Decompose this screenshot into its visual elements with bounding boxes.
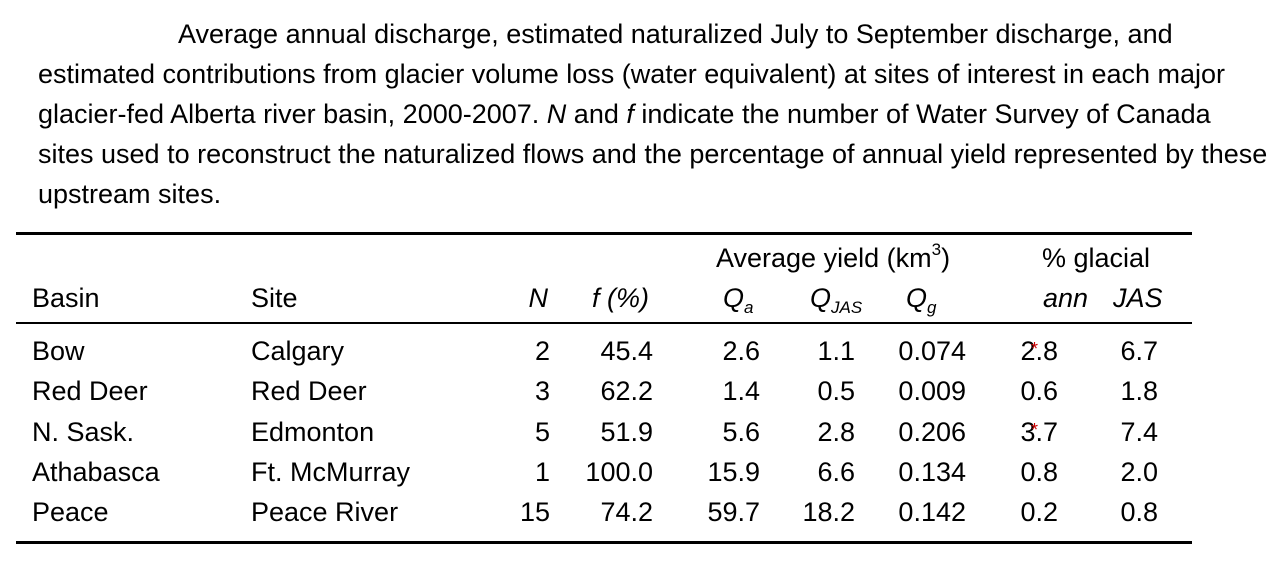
cell-qjas: 2.8: [817, 417, 855, 447]
cell-basin: Peace: [32, 497, 109, 527]
table-header-rule: [16, 322, 1192, 324]
significance-marker: *: [1031, 420, 1039, 440]
avg-yield-header: Average yield (km3): [716, 240, 951, 273]
cell-qg: 0.206: [898, 417, 966, 447]
col-header-basin: Basin: [32, 283, 100, 313]
cell-n: 3: [534, 376, 550, 406]
cell-f: 74.2: [600, 497, 653, 527]
cell-basin: Bow: [32, 336, 85, 366]
col-header-f: f (%): [592, 283, 649, 313]
caption-text-and: and: [566, 99, 627, 129]
col-header-qg: Qg: [906, 283, 937, 317]
cell-jas: 0.8: [1120, 497, 1158, 527]
cell-qa: 15.9: [707, 457, 760, 487]
cell-qg: 0.134: [898, 457, 966, 487]
cell-site: Peace River: [251, 497, 399, 527]
cell-site: Ft. McMurray: [251, 457, 410, 487]
table-bottom-rule: [16, 541, 1192, 544]
col-header-qjas: QJAS: [810, 283, 863, 317]
col-header-qa: Qa: [723, 283, 754, 317]
cell-f: 45.4: [600, 336, 653, 366]
cell-site: Edmonton: [251, 417, 375, 447]
cell-jas: 6.7: [1120, 336, 1158, 366]
cell-qjas: 0.5: [817, 376, 855, 406]
cell-jas: 2.0: [1120, 457, 1158, 487]
col-header-site: Site: [251, 283, 298, 313]
cell-qa: 5.6: [722, 417, 760, 447]
cell-qg: 0.074: [898, 336, 966, 366]
cell-basin: Athabasca: [32, 457, 160, 487]
cell-qjas: 18.2: [802, 497, 855, 527]
caption-text-2: indicate the number of Water Survey of C…: [38, 99, 1268, 209]
cell-site: Red Deer: [251, 376, 367, 406]
pct-glacial-header: % glacial: [1042, 243, 1151, 273]
cell-ann: 0.2: [1020, 497, 1058, 527]
cell-qg: 0.009: [898, 376, 966, 406]
cell-f: 62.2: [600, 376, 653, 406]
cell-n: 5: [534, 417, 550, 447]
caption-text-1: Average annual discharge, estimated natu…: [38, 19, 1226, 129]
cell-ann: 0.8: [1020, 457, 1058, 487]
cell-n: 15: [519, 497, 550, 527]
col-header-n: N: [528, 283, 549, 313]
caption-var-n: N: [546, 99, 567, 129]
table-caption: Average annual discharge, estimated natu…: [38, 14, 1268, 214]
cell-site: Calgary: [251, 336, 345, 366]
cell-ann: 3.7: [1020, 417, 1058, 447]
cell-ann: 0.6: [1020, 376, 1058, 406]
cell-qa: 1.4: [722, 376, 760, 406]
cell-jas: 1.8: [1120, 376, 1158, 406]
cell-qjas: 6.6: [817, 457, 855, 487]
col-header-ann: ann: [1043, 283, 1089, 313]
significance-marker: *: [1031, 339, 1039, 359]
cell-basin: Red Deer: [32, 376, 148, 406]
cell-f: 100.0: [585, 457, 653, 487]
cell-n: 2: [534, 336, 550, 366]
cell-jas: 7.4: [1120, 417, 1158, 447]
cell-qjas: 1.1: [817, 336, 855, 366]
cell-f: 51.9: [600, 417, 653, 447]
cell-n: 1: [534, 457, 550, 487]
cell-qa: 59.7: [707, 497, 760, 527]
cell-ann: 2.8: [1020, 336, 1058, 366]
cell-qa: 2.6: [722, 336, 760, 366]
cell-qg: 0.142: [898, 497, 966, 527]
cell-basin: N. Sask.: [32, 417, 135, 447]
caption-var-f: f: [626, 99, 634, 129]
table-top-rule: [16, 232, 1192, 235]
col-header-jas: JAS: [1113, 283, 1163, 313]
